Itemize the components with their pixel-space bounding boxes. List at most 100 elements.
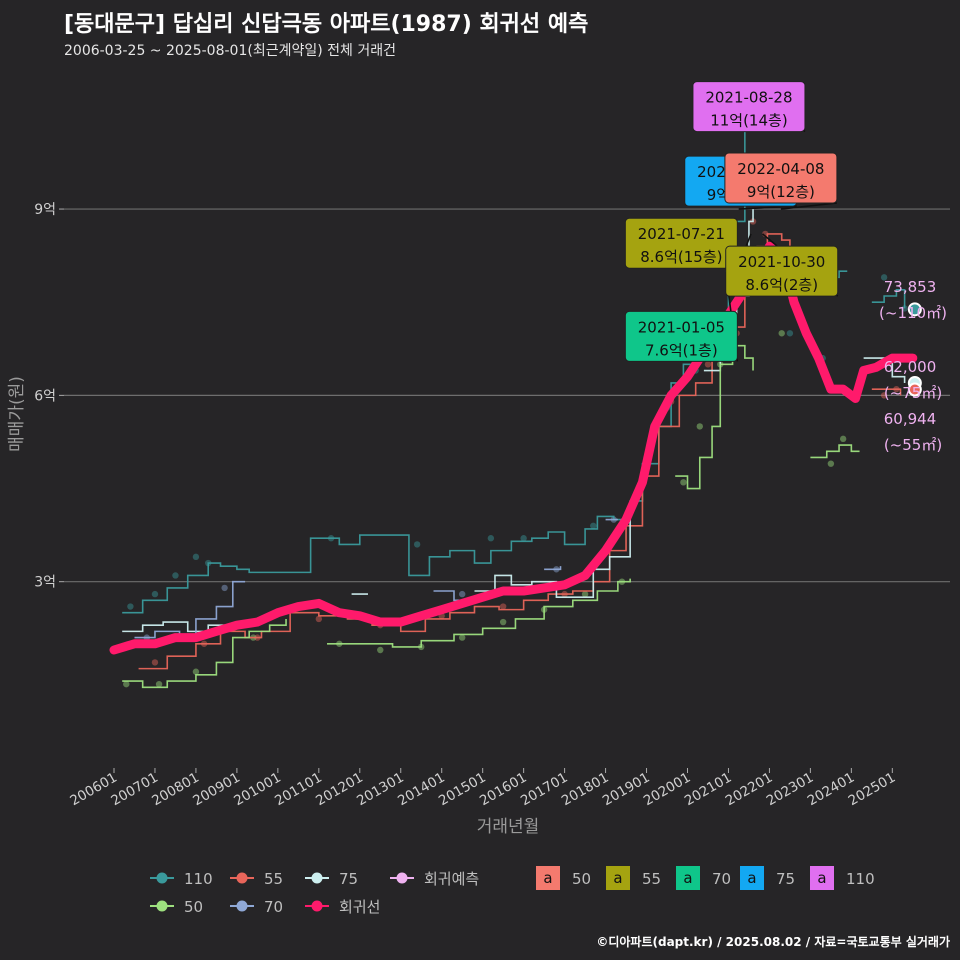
scatter-point: [696, 423, 703, 430]
scatter-point: [680, 479, 687, 486]
annotation-rect: [725, 245, 839, 297]
scatter-point: [499, 618, 507, 626]
legend-swatch: [606, 866, 630, 890]
y-tick-label: 6억: [34, 388, 56, 404]
legend-dot: [311, 900, 323, 912]
legend-glyph: a: [817, 869, 826, 887]
forecast-value-label: 73,853: [884, 278, 937, 296]
legend-label: 70: [712, 870, 731, 888]
scatter-point: [155, 680, 163, 688]
forecast-area-label: (~75㎡): [884, 384, 942, 402]
legend-item: 70: [230, 898, 283, 916]
legend-label: 55: [264, 870, 283, 888]
scatter-point: [880, 274, 888, 281]
annotation-rect: [724, 152, 838, 204]
legend-label: 50: [184, 898, 203, 916]
legend-swatch: [676, 866, 700, 890]
legend-dot: [236, 900, 248, 912]
legend-label: 75: [776, 870, 795, 888]
legend-swatch: [536, 866, 560, 890]
scatter-point: [458, 634, 466, 641]
legend-item: a 110: [810, 866, 875, 890]
legend-swatch: [740, 866, 764, 890]
legend-label: 75: [339, 870, 358, 888]
annotation-rect: [624, 310, 738, 362]
annotation-price: 8.6억(15층): [640, 248, 722, 266]
legend-label: 회귀예측: [424, 870, 479, 888]
annotation-box: 2021-01-05 7.6억(1층): [624, 310, 738, 362]
scatter-point: [192, 553, 200, 561]
scatter-point: [487, 535, 495, 542]
scatter-point: [499, 603, 507, 610]
series-line-70: [134, 580, 246, 639]
series-line-75: [863, 357, 906, 383]
scatter-point: [704, 361, 712, 368]
scatter-point: [127, 603, 134, 610]
scatter-point: [880, 392, 888, 399]
legend-item: a 75: [740, 866, 795, 890]
credit-line: ©디아파트(dapt.kr) / 2025.08.02 / 자료=국토교통부 실…: [596, 935, 950, 949]
forecast-area-label: (~110㎡): [879, 304, 947, 322]
y-axis-label: 매매가(원): [7, 376, 27, 452]
scatter-point: [151, 659, 159, 666]
forecast-area-label: (~55㎡): [884, 436, 942, 454]
series-line-75: [122, 621, 225, 633]
series-line-50: [327, 578, 631, 648]
scatter-point: [123, 680, 130, 688]
annotation-date: 2022-04-08: [737, 160, 824, 178]
series-line-50: [810, 444, 860, 459]
legend-label: 110: [184, 870, 213, 888]
annotation-box: 2021-07-21 8.6억(15층): [624, 217, 738, 269]
forecast-value-label: 60,944: [884, 410, 937, 428]
legend-item: a 70: [676, 866, 731, 890]
annotation-price: 11억(14층): [710, 112, 787, 130]
chart-subtitle: 2006-03-25 ~ 2025-08-01(최근계약일) 전체 거래건: [64, 43, 396, 59]
regression-line: [109, 241, 918, 655]
scatter-point: [192, 668, 200, 675]
legend-label: 50: [572, 870, 591, 888]
scatter-point: [786, 330, 794, 337]
annotation-rect: [692, 81, 806, 133]
annotation-price: 7.6억(1층): [645, 341, 718, 359]
legend-label: 회귀선: [339, 898, 380, 916]
scatter-point: [458, 590, 466, 598]
legend-dot: [156, 900, 168, 912]
chart-title: [동대문구] 답십리 신답극동 아파트(1987) 회귀선 예측: [64, 12, 589, 37]
annotation-box: 2022-04-08 9억(12층): [724, 152, 838, 204]
scatter-point: [778, 330, 785, 337]
series-line-55: [871, 388, 902, 396]
legend-label: 110: [846, 870, 875, 888]
scatter-point: [590, 522, 597, 529]
series-line-50: [675, 344, 754, 490]
series-line-110: [871, 288, 906, 309]
series-line-70: [544, 566, 562, 571]
legend-dot: [311, 872, 323, 884]
scatter-point: [581, 590, 589, 598]
scatter-point: [520, 535, 527, 542]
legend-item: 회귀선: [305, 898, 380, 916]
legend-item: a 50: [536, 866, 591, 890]
annotation-leader: [780, 202, 837, 210]
annotation-date: 2021-08-28: [705, 89, 792, 107]
series-line-50: [122, 618, 287, 689]
legend-dot: [156, 872, 168, 884]
annotation-date: 2021-07-21: [638, 225, 725, 243]
annotation-price: 8.6억(2층): [745, 276, 818, 294]
legend-item: 50: [150, 898, 203, 916]
annotation-rect: [624, 217, 738, 269]
legend-item: a 55: [606, 866, 661, 890]
legend-label: 70: [264, 898, 283, 916]
legend-dot: [396, 872, 408, 884]
annotation-date: 2021-10-30: [738, 253, 825, 271]
forecast-point-55: [907, 382, 922, 397]
scatter-point: [151, 590, 159, 598]
scatter-point: [221, 584, 228, 592]
legend-dot: [236, 872, 248, 884]
forecast-value-label: 62,000: [884, 358, 937, 376]
legend-item: 110: [150, 870, 213, 888]
y-tick-label: 9억: [34, 202, 56, 218]
legend-glyph: a: [683, 869, 692, 887]
scatter-point: [827, 460, 835, 467]
annotation-price: 9억(12층): [747, 183, 815, 201]
legend-item: 회귀예측: [390, 870, 479, 888]
